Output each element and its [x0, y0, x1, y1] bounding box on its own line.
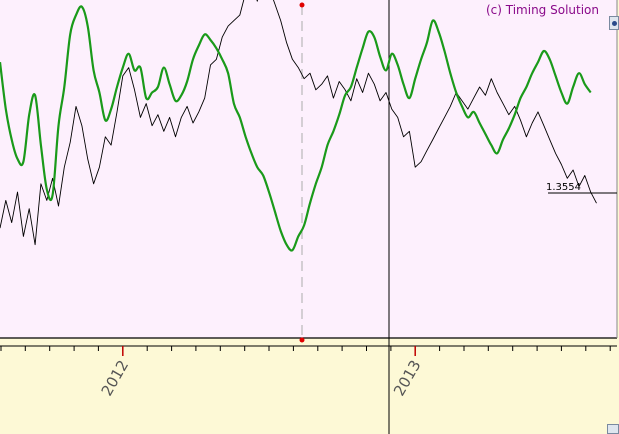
plot-background — [0, 0, 617, 338]
copyright-watermark: (c) Timing Solution — [485, 3, 599, 17]
axis-background — [0, 338, 619, 434]
model-series-line — [0, 5, 592, 252]
marker-bottom-dot[interactable] — [299, 337, 305, 343]
price-series-line — [0, 0, 597, 246]
price-marker-label: 1.3554 — [546, 182, 581, 193]
scroll-corner-icon[interactable] — [607, 424, 619, 434]
marker-top-dot[interactable] — [299, 2, 305, 8]
x-axis-ticks — [0, 346, 611, 356]
settings-icon[interactable] — [609, 16, 619, 30]
